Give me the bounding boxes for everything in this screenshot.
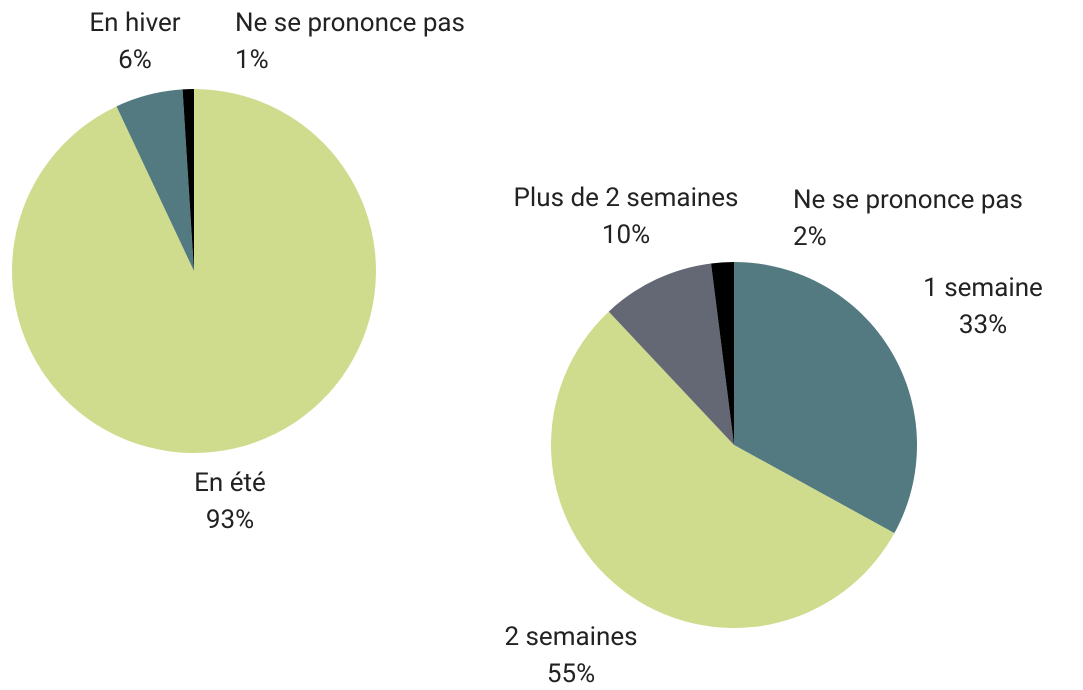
slice-value-label: 55% (547, 659, 595, 689)
slice-value-label: 1% (235, 45, 269, 75)
slice-label: 1 semaine (923, 273, 1043, 303)
slice-label: En été (194, 468, 266, 498)
slice-value-label: 93% (206, 505, 254, 535)
pie-slice (550, 311, 895, 629)
pie-slice (12, 89, 377, 453)
slice-value-label: 33% (959, 310, 1007, 340)
slice-value-label: 2% (793, 222, 827, 252)
slice-label: Ne se prononce pas (235, 8, 465, 38)
slice-label: Plus de 2 semaines (514, 183, 739, 213)
slice-label: Ne se prononce pas (793, 185, 1023, 215)
pie-slice (116, 89, 194, 272)
pie-slice (711, 262, 734, 445)
slice-value-label: 10% (602, 220, 650, 250)
slice-label: 2 semaines (504, 622, 637, 652)
pie-slice (182, 89, 194, 271)
pie-slice (608, 263, 734, 445)
slice-label: En hiver (89, 8, 180, 38)
pie-slice (734, 262, 917, 534)
slice-value-label: 6% (118, 45, 152, 75)
